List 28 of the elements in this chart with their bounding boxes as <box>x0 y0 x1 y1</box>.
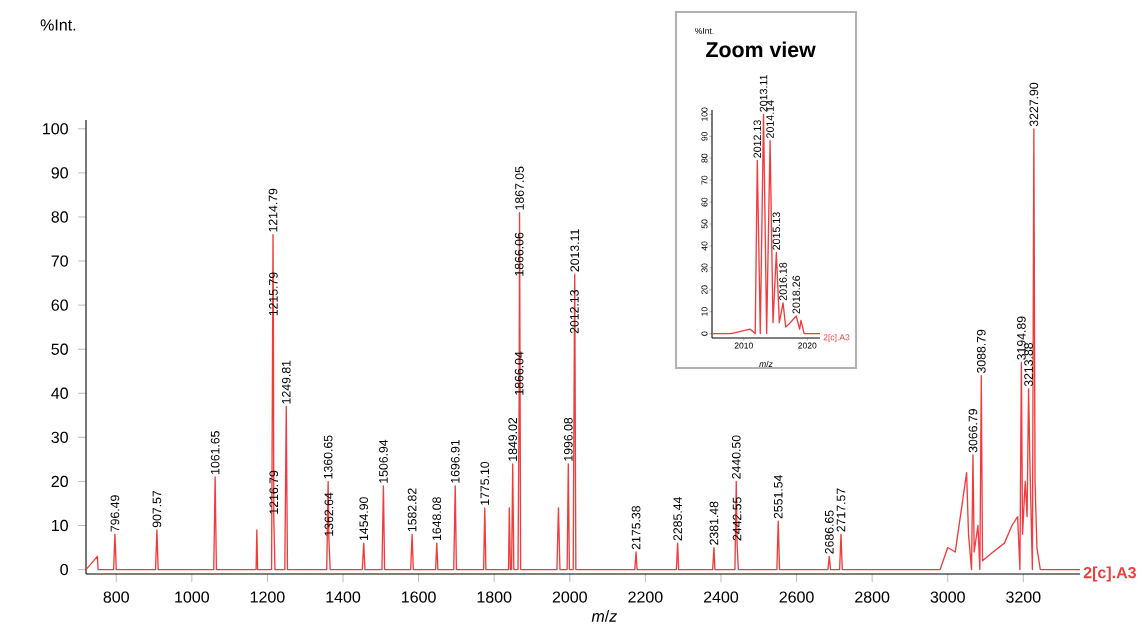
x-tick-label: 1200 <box>250 591 285 603</box>
y-tick-label: 80 <box>51 210 68 223</box>
y-tick-label: 10 <box>52 519 68 531</box>
x-tick-label: 2400 <box>703 591 739 603</box>
x-tick-label: 1400 <box>326 591 361 603</box>
y-tick-label: 50 <box>51 343 68 355</box>
text: 2[c].A3 <box>1083 566 1136 582</box>
x-tick-label: 1600 <box>402 591 436 603</box>
x-tick-label: 3000 <box>930 591 965 603</box>
x-tick-label: 800 <box>103 591 129 603</box>
x-tick-label: 2800 <box>855 591 890 603</box>
y-tick-label: 40 <box>51 387 68 399</box>
x-tick-label: 1800 <box>477 591 512 603</box>
x-axis-title: m/z <box>591 609 618 622</box>
x-tick-label: 2200 <box>628 591 663 603</box>
y-tick-label: 70 <box>51 255 68 267</box>
y-axis-title: %Int. <box>40 18 76 31</box>
y-tick-label: 100 <box>43 122 68 135</box>
y-tick-label: 90 <box>51 166 68 179</box>
x-tick-label: 2600 <box>779 591 814 603</box>
y-tick-label: 0 <box>60 563 68 575</box>
x-tick-label: 1000 <box>175 591 210 603</box>
x-tick-label: 2000 <box>552 591 587 603</box>
y-tick-label: 60 <box>51 299 68 311</box>
x-tick-label: 3200 <box>1006 591 1041 603</box>
chart-title: Zoom view <box>706 41 816 57</box>
y-tick-label: 20 <box>51 475 68 487</box>
y-tick-label: 30 <box>51 431 68 443</box>
